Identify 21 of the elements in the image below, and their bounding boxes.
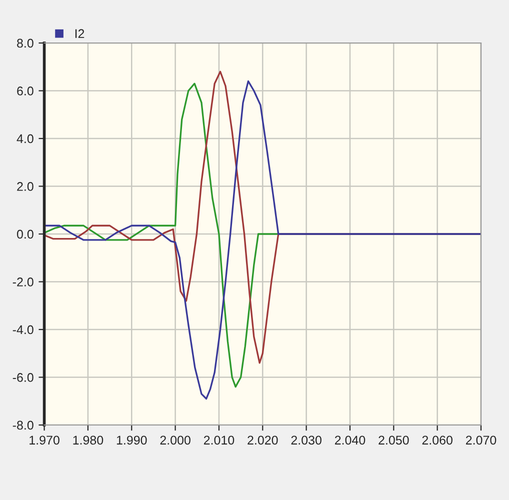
y-tick-label: -2.0 xyxy=(12,278,34,286)
x-tick-label: 2.030 xyxy=(291,436,322,445)
y-tick-label: -4.0 xyxy=(12,325,34,334)
x-tick-label: 2.010 xyxy=(204,436,234,445)
y-tick-label: 2.0 xyxy=(17,182,34,191)
x-tick-label: 1.970 xyxy=(30,436,60,445)
x-tick-label: 2.060 xyxy=(422,436,452,445)
x-tick-label: 1.980 xyxy=(73,436,104,445)
x-tick-label: 2.020 xyxy=(248,436,278,445)
y-tick-label: 8.0 xyxy=(17,38,34,48)
x-tick-label: 2.000 xyxy=(160,436,190,445)
y-tick-label: 6.0 xyxy=(17,86,34,96)
x-tick-label: 2.050 xyxy=(378,436,409,445)
x-tick-label: 2.070 xyxy=(466,436,496,445)
y-tick-label: -6.0 xyxy=(12,373,34,382)
y-tick-label: 0.0 xyxy=(16,230,34,239)
x-tick-label: 1.990 xyxy=(116,436,147,445)
y-tick-label: 4.0 xyxy=(16,134,34,144)
y-tick-label: -8.0 xyxy=(12,420,34,430)
legend-label: I2 xyxy=(75,29,84,38)
x-tick-label: 2.040 xyxy=(334,436,366,445)
